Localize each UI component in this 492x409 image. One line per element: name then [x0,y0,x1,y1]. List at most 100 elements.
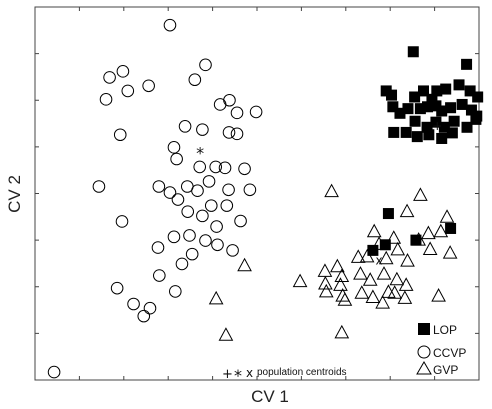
ccvp-point-28 [202,175,216,188]
lop-point-24 [421,121,433,133]
lop-point-20 [456,98,468,110]
lop-point-11 [472,91,484,103]
lop-point-8 [440,83,452,95]
lop-point-16 [421,101,433,113]
ccvp-point-16 [230,127,244,141]
gvp-point-15 [390,241,406,256]
lop-point-27 [448,115,460,127]
legend-marker-ccvp [417,345,431,359]
gvp-point-22 [376,266,392,280]
centroid-note-star: * [234,366,242,385]
ccvp-point-12 [249,105,263,119]
gvp-point-7 [442,245,458,259]
centroid-note: + * x population centroids [222,366,347,385]
gvp-point-25 [318,283,334,298]
gvp-point-4 [386,230,402,244]
ccvp-point-43 [226,244,239,257]
lop-point-37 [367,244,379,256]
ccvp-point-29 [222,183,235,197]
lop-point-39 [410,234,422,246]
lop-point-5 [418,85,429,97]
gvp-point-33 [237,257,252,272]
ccvp-point-33 [220,199,234,212]
gvp-point-35 [208,290,224,305]
lop-point-10 [464,85,476,97]
gvp-point-5 [421,225,436,240]
lop-point-38 [379,239,391,251]
ccvp-point-46 [175,257,189,271]
legend-label-ccvp: CCVP [433,346,466,360]
ccvp-point-21 [209,160,223,174]
lop-point-29 [470,113,482,125]
lop-point-7 [431,85,443,97]
gvp-point-9 [422,241,438,255]
ccvp-point-19 [193,160,207,174]
lop-point-0 [407,46,419,58]
ccvp-point-49 [169,285,182,298]
lop-point-12 [387,101,399,113]
ccvp-point-31 [171,193,185,206]
lop-point-4 [409,91,421,103]
gvp-point-41 [292,273,308,288]
ccvp-point-25 [163,186,177,199]
lop-point-33 [423,129,435,141]
ccvp-point-37 [234,214,247,228]
ccvp-point-32 [204,199,218,212]
legend-label-gvp: GVP [433,363,458,377]
centroid-note-x: x [246,366,253,380]
ccvp-point-50 [127,297,140,311]
ccvp-point-5 [142,79,155,93]
gvp-point-13 [359,248,375,263]
lop-point-15 [414,103,426,115]
lop-point-18 [436,105,448,117]
ccvp-point-11 [230,106,244,120]
gvp-point-34 [337,292,353,306]
lop-point-36 [382,208,394,220]
ccvp-point-52 [137,309,151,323]
legend-marker-lop [418,323,430,335]
ccvp-point-7 [199,58,212,72]
axis-ticks [35,7,479,380]
gvp-point-1 [399,203,415,218]
ccvp-point-18 [170,152,183,166]
ccvp-point-36 [210,220,223,233]
gvp-point-3 [366,223,382,238]
ccvp-point-0 [163,18,177,32]
lop-point-14 [402,103,414,115]
lop-point-40 [445,222,457,234]
ccvp-point-3 [99,93,113,106]
lop-point-1 [461,58,473,70]
ccvp-point-27 [191,184,204,198]
ccvp-point-10 [213,98,227,111]
gvp-point-28 [365,289,381,303]
lop-point-3 [386,89,398,101]
ccvp-point-40 [183,229,196,242]
ccvp-point-39 [167,230,181,244]
ccvp-point-17 [167,141,181,154]
lop-point-26 [438,121,450,133]
gvp-point-20 [353,266,368,280]
gvp-point-39 [218,327,234,341]
gvp-point-6 [439,209,455,223]
lop-point-32 [411,131,423,143]
ccvp-point-41 [199,234,212,247]
gvp-point-37 [431,288,446,302]
gvp-point-30 [387,285,402,299]
y-axis-label: CV 2 [5,175,24,213]
ccvp-point-2 [116,65,130,78]
ccvp-point-34 [181,205,195,218]
gvp-point-27 [354,285,370,299]
lop-point-19 [445,102,457,114]
gvp-point-29 [375,295,390,309]
lop-point-9 [453,79,465,91]
ccvp-point-15 [222,126,236,139]
lop-point-31 [400,126,412,138]
gvp-point-24 [398,277,414,291]
lop-point-13 [394,107,406,119]
gvp-point-8 [411,232,426,246]
ccvp-point-8 [113,128,127,142]
gvp-point-11 [433,223,449,238]
ccvp-point-4 [121,84,135,98]
gvp-point-38 [333,277,348,291]
ccvp-point-44 [185,247,199,261]
